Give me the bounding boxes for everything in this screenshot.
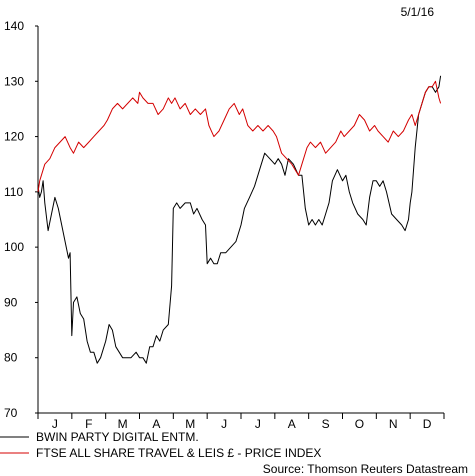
x-tick-label: S xyxy=(322,417,330,431)
x-tick-label: F xyxy=(85,417,92,431)
series-line-1 xyxy=(37,80,442,192)
legend: BWIN PARTY DIGITAL ENTM. FTSE ALL SHARE … xyxy=(0,430,321,460)
x-tick-label: N xyxy=(389,417,398,431)
y-tick-label: 100 xyxy=(4,240,24,254)
x-tick-label: M xyxy=(185,417,195,431)
legend-label-bwin: BWIN PARTY DIGITAL ENTM. xyxy=(36,430,199,444)
x-tick-label: J xyxy=(255,417,261,431)
y-tick-label: 140 xyxy=(4,19,24,33)
x-tick-label: O xyxy=(355,417,364,431)
plot-lines xyxy=(37,75,442,364)
source-note: Source: Thomson Reuters Datastream xyxy=(263,462,468,476)
y-tick-label: 130 xyxy=(4,74,24,88)
y-tick-label: 110 xyxy=(4,185,23,199)
x-tick-label: J xyxy=(221,417,227,431)
x-tick-label: D xyxy=(423,417,432,431)
y-tick-label: 70 xyxy=(4,406,18,420)
y-tick-label: 120 xyxy=(4,130,24,144)
x-tick-label: A xyxy=(288,417,296,431)
x-tick-label: J xyxy=(52,417,58,431)
chart-date-label: 5/1/16 xyxy=(401,5,435,19)
series-line-0 xyxy=(37,75,442,364)
x-tick-label: M xyxy=(118,417,128,431)
x-tick-label: A xyxy=(152,417,160,431)
y-tick-label: 90 xyxy=(4,295,18,309)
y-axis: 70 80 90 100 110 120 130 140 xyxy=(4,19,39,420)
y-tick-label: 80 xyxy=(4,351,18,365)
legend-label-ftse: FTSE ALL SHARE TRAVEL & LEIS £ - PRICE I… xyxy=(36,446,321,460)
